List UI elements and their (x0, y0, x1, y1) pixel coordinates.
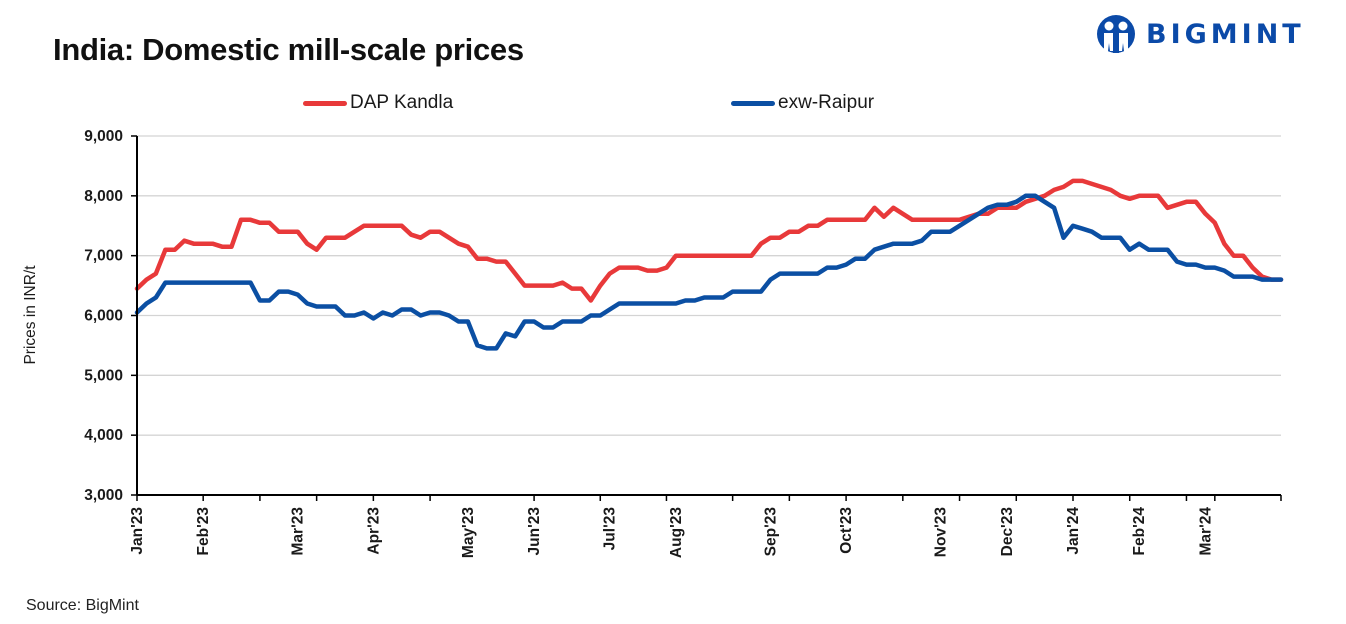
brand-logo: BIGMINT (1096, 14, 1305, 54)
x-tick-label: Apr'23 (365, 507, 382, 555)
series-line-dap-kandla (134, 178, 1284, 303)
y-axis-title: Prices in INR/t (22, 265, 39, 365)
x-tick-label: Mar'23 (290, 507, 307, 556)
y-tick-label: 3,000 (84, 487, 123, 504)
bigmint-people-icon (1097, 15, 1135, 53)
legend-item-dap-kandla: DAP Kandla (303, 92, 453, 114)
y-tick-label: 5,000 (84, 367, 123, 384)
chart-title: India: Domestic mill-scale prices (53, 32, 524, 67)
legend-swatch-blue (731, 100, 775, 106)
legend-swatch-red (303, 100, 347, 106)
x-tick-label: Oct'23 (838, 507, 855, 554)
legend-item-exw-raipur: exw-Raipur (731, 92, 874, 114)
brand-name: BIGMINT (1146, 18, 1305, 50)
series-lines (134, 178, 1284, 351)
source-note: Source: BigMint (26, 597, 139, 614)
x-tick-label: Feb'23 (195, 507, 212, 556)
y-axis-ticks: 3,000 4,000 5,000 6,000 7,000 8,000 9,000 (84, 128, 137, 504)
gridlines (137, 135, 1281, 436)
y-tick-label: 8,000 (84, 188, 123, 205)
y-tick-label: 7,000 (84, 248, 123, 265)
y-tick-label: 4,000 (84, 427, 123, 444)
x-axis-ticks: Jan'23 Feb'23 Mar'23 Apr'23 May'23 Jun'23 Jul'… (129, 495, 1282, 558)
x-tick-label: Jan'23 (129, 507, 146, 555)
y-tick-label: 6,000 (84, 308, 123, 325)
x-tick-label: May'23 (460, 507, 477, 558)
y-tick-label: 9,000 (84, 128, 123, 145)
series-line-exw-raipur (134, 193, 1284, 351)
x-tick-label: Nov'23 (933, 507, 950, 558)
x-tick-label: Jan'24 (1065, 507, 1082, 555)
x-tick-label: Sep'23 (762, 507, 779, 557)
x-tick-label: Mar'24 (1197, 507, 1214, 556)
x-tick-label: Jul'23 (602, 507, 619, 551)
legend-label: exw-Raipur (778, 92, 875, 113)
x-tick-label: Feb'24 (1131, 507, 1148, 556)
x-tick-label: Dec'23 (999, 507, 1016, 557)
legend-label: DAP Kandla (350, 92, 454, 113)
axes (136, 136, 1281, 496)
x-tick-label: Aug'23 (668, 507, 685, 558)
x-tick-label: Jun'23 (526, 507, 543, 556)
